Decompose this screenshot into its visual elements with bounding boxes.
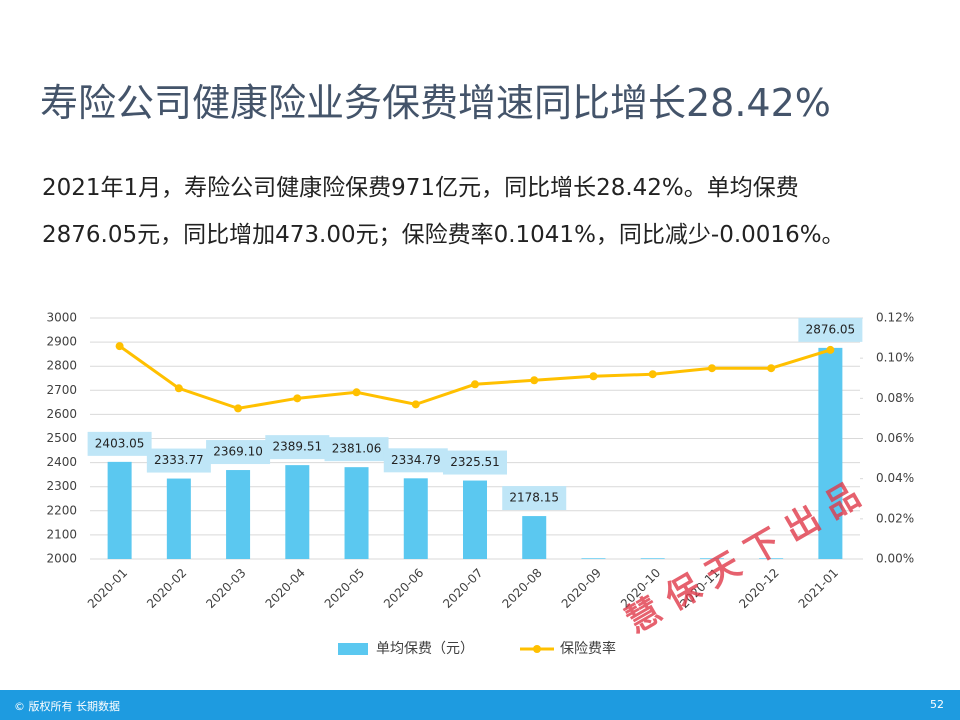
- legend-label: 保险费率: [560, 640, 616, 657]
- y2-tick-label: 0.12%: [876, 311, 914, 325]
- line-point: [767, 364, 776, 373]
- line-point: [115, 342, 124, 351]
- line-point: [234, 404, 243, 413]
- data-label: 2178.15: [509, 491, 559, 505]
- x-tick-label: 2020-09: [559, 566, 604, 611]
- bar: [226, 470, 251, 559]
- slide-title: 寿险公司健康险业务保费增速同比增长28.42%: [40, 81, 831, 125]
- y2-tick-label: 0.00%: [876, 552, 914, 566]
- y-tick-label: 2600: [46, 407, 77, 421]
- y-tick-label: 2200: [46, 503, 77, 517]
- x-tick-label: 2020-06: [381, 566, 426, 611]
- paragraph-line: 2021年1月，寿险公司健康险保费971亿元，同比增长28.42%。单均保费: [42, 175, 799, 201]
- bar: [403, 478, 428, 559]
- bar: [581, 558, 606, 559]
- line-point: [293, 394, 302, 403]
- x-tick-label: 2020-01: [85, 566, 130, 611]
- label-box: [443, 450, 507, 475]
- data-label: 2381.06: [332, 442, 382, 456]
- line-point: [174, 384, 183, 393]
- line-point: [530, 376, 539, 385]
- bar: [344, 467, 369, 559]
- bar: [285, 465, 310, 559]
- page-number: 52: [930, 698, 944, 711]
- y-tick-label: 2400: [46, 455, 77, 469]
- bar: [166, 478, 191, 559]
- data-label: 2389.51: [272, 440, 322, 454]
- y-tick-label: 2500: [46, 431, 77, 445]
- y2-tick-label: 0.04%: [876, 471, 914, 485]
- data-label: 2876.05: [806, 322, 856, 336]
- y-tick-label: 2000: [46, 552, 77, 566]
- line-point: [826, 345, 835, 354]
- x-tick-label: 2020-08: [499, 566, 544, 611]
- bar: [818, 347, 843, 559]
- x-tick-label: 2020-05: [322, 566, 367, 611]
- line-point: [589, 372, 598, 381]
- line: [118, 344, 831, 410]
- x-tick-label: 2021-01: [796, 566, 841, 611]
- label-box: [383, 448, 448, 473]
- bar: [522, 516, 547, 559]
- bar: [699, 558, 724, 559]
- bar: [107, 461, 132, 559]
- x-tick-label: 2020-07: [440, 566, 485, 611]
- label-box: [324, 437, 389, 462]
- data-label: 2333.77: [154, 453, 204, 467]
- legend-label: 单均保费（元）: [376, 641, 474, 657]
- label-box: [146, 448, 211, 473]
- legend-swatch: [533, 645, 541, 653]
- footer: © 版权所有 长期数据 52: [0, 690, 960, 720]
- x-tick-label: 2020-02: [144, 566, 189, 611]
- y-tick-label: 2700: [46, 383, 77, 397]
- data-label: 2369.10: [213, 445, 263, 459]
- label-box: [265, 435, 330, 460]
- chart: 2000 2100 2200 2300 2400 2500 2600 2700 2800 2900…: [46, 311, 914, 658]
- label-box: [502, 486, 567, 511]
- line-point: [707, 364, 716, 373]
- y2-tick-label: 0.08%: [876, 391, 914, 405]
- y2-tick-label: 0.02%: [876, 511, 914, 525]
- x-tick-label: 2020-03: [203, 566, 248, 611]
- y2-tick-label: 0.06%: [876, 431, 914, 445]
- bar: [463, 480, 487, 559]
- paragraph-line: 2876.05元，同比增加473.00元；保险费率0.1041%，同比减少-0.…: [42, 222, 845, 248]
- y-tick-label: 3000: [46, 311, 77, 325]
- y-tick-label: 2100: [46, 527, 77, 541]
- y-tick-label: 2800: [46, 359, 77, 373]
- y-tick-label: 2900: [46, 335, 77, 349]
- y-tick-label: 2300: [46, 479, 77, 493]
- bar: [640, 558, 665, 559]
- line-point: [648, 370, 657, 379]
- label-box: [87, 431, 152, 456]
- x-tick-label: 2020-04: [263, 566, 308, 611]
- data-label: 2325.51: [450, 455, 500, 469]
- line-point: [411, 400, 420, 409]
- data-label: 2403.05: [95, 436, 145, 450]
- y2-tick-label: 0.10%: [876, 351, 914, 365]
- label-box: [798, 317, 863, 342]
- legend-swatch: [338, 643, 368, 655]
- line-point: [352, 388, 361, 397]
- label-box: [206, 440, 271, 465]
- copyright: © 版权所有 长期数据: [14, 700, 120, 713]
- data-label: 2334.79: [391, 453, 441, 467]
- bar: [759, 558, 784, 559]
- line-point: [471, 380, 479, 389]
